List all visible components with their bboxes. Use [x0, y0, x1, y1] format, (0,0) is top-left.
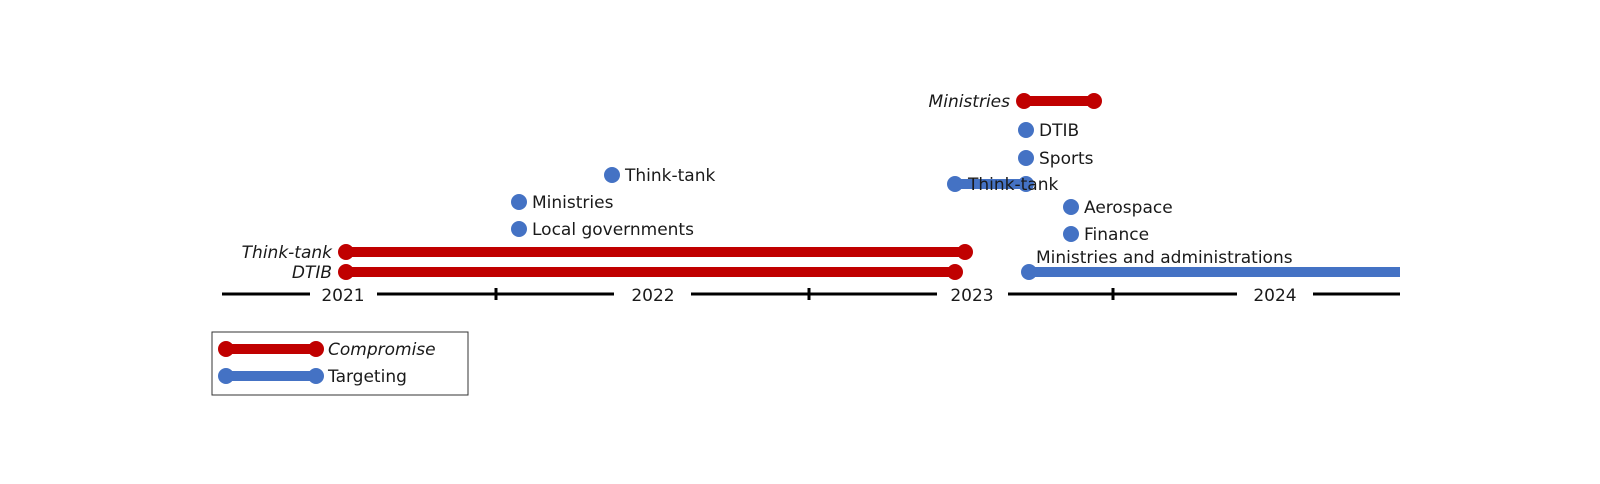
event-label: Sports — [1039, 149, 1094, 169]
compromise-start-dot — [338, 264, 354, 280]
event-ministries-compromise-2023: Ministries — [929, 92, 1102, 112]
event-ministries-targeting-2022: Ministries — [511, 193, 614, 213]
event-label: Ministries — [929, 92, 1011, 112]
event-label: Think-tank — [624, 166, 715, 186]
targeting-end-dot — [1018, 176, 1034, 192]
legend-item-compromise: Compromise — [218, 340, 436, 360]
axis-year-label-2024: 2024 — [1253, 286, 1296, 306]
event-label: DTIB — [292, 263, 332, 283]
event-thinktank-targeting-2022: Think-tank — [604, 166, 715, 186]
legend-label: Compromise — [328, 340, 436, 360]
targeting-start-dot — [1021, 264, 1037, 280]
timeline-events: Ministries DTIB Sports Think-tank Aerospace F… — [242, 92, 1400, 283]
event-label: Aerospace — [1084, 198, 1173, 218]
targeting-start-dot — [604, 167, 620, 183]
legend: Compromise Targeting — [211, 331, 469, 396]
axis-year-label-2021: 2021 — [321, 286, 364, 306]
event-label: Local governments — [532, 220, 694, 240]
compromise-end-dot — [957, 244, 973, 260]
legend-item-targeting: Targeting — [218, 367, 407, 387]
compromise-end-dot — [947, 264, 963, 280]
event-dtib-compromise: DTIB — [292, 263, 963, 283]
targeting-start-dot — [947, 176, 963, 192]
event-thinktank-compromise: Think-tank — [242, 243, 973, 263]
event-dtib-targeting-2023: DTIB — [1018, 121, 1079, 141]
legend-swatch-dot — [308, 368, 324, 384]
event-ministries-admin-targeting: Ministries and administrations — [1021, 248, 1400, 280]
event-finance-targeting-2023: Finance — [1063, 225, 1149, 245]
event-label: Ministries — [532, 193, 614, 213]
event-label: DTIB — [1039, 121, 1079, 141]
event-sports-targeting-2023: Sports — [1018, 149, 1094, 169]
targeting-start-dot — [511, 221, 527, 237]
compromise-start-dot — [1016, 93, 1032, 109]
targeting-start-dot — [1063, 199, 1079, 215]
event-local-gov-targeting-2022: Local governments — [511, 220, 694, 240]
event-aerospace-targeting-2023: Aerospace — [1063, 198, 1173, 218]
event-thinktank-targeting-2023: Think-tank — [947, 175, 1058, 195]
event-label: Think-tank — [967, 175, 1058, 195]
legend-swatch-dot — [308, 341, 324, 357]
axis-year-label-2022: 2022 — [631, 286, 674, 306]
axis-year-label-2023: 2023 — [950, 286, 993, 306]
targeting-start-dot — [1063, 226, 1079, 242]
targeting-start-dot — [511, 194, 527, 210]
compromise-end-dot — [1086, 93, 1102, 109]
targeting-start-dot — [1018, 150, 1034, 166]
legend-frame — [211, 331, 469, 396]
event-label: Think-tank — [242, 243, 333, 263]
event-label: Finance — [1084, 225, 1149, 245]
timeline-axis: 2021 2022 2023 2024 — [222, 286, 1400, 306]
targeting-start-dot — [1018, 122, 1034, 138]
event-label: Ministries and administrations — [1036, 248, 1293, 268]
legend-swatch-dot — [218, 368, 234, 384]
legend-label: Targeting — [327, 367, 407, 387]
compromise-start-dot — [338, 244, 354, 260]
legend-swatch-dot — [218, 341, 234, 357]
